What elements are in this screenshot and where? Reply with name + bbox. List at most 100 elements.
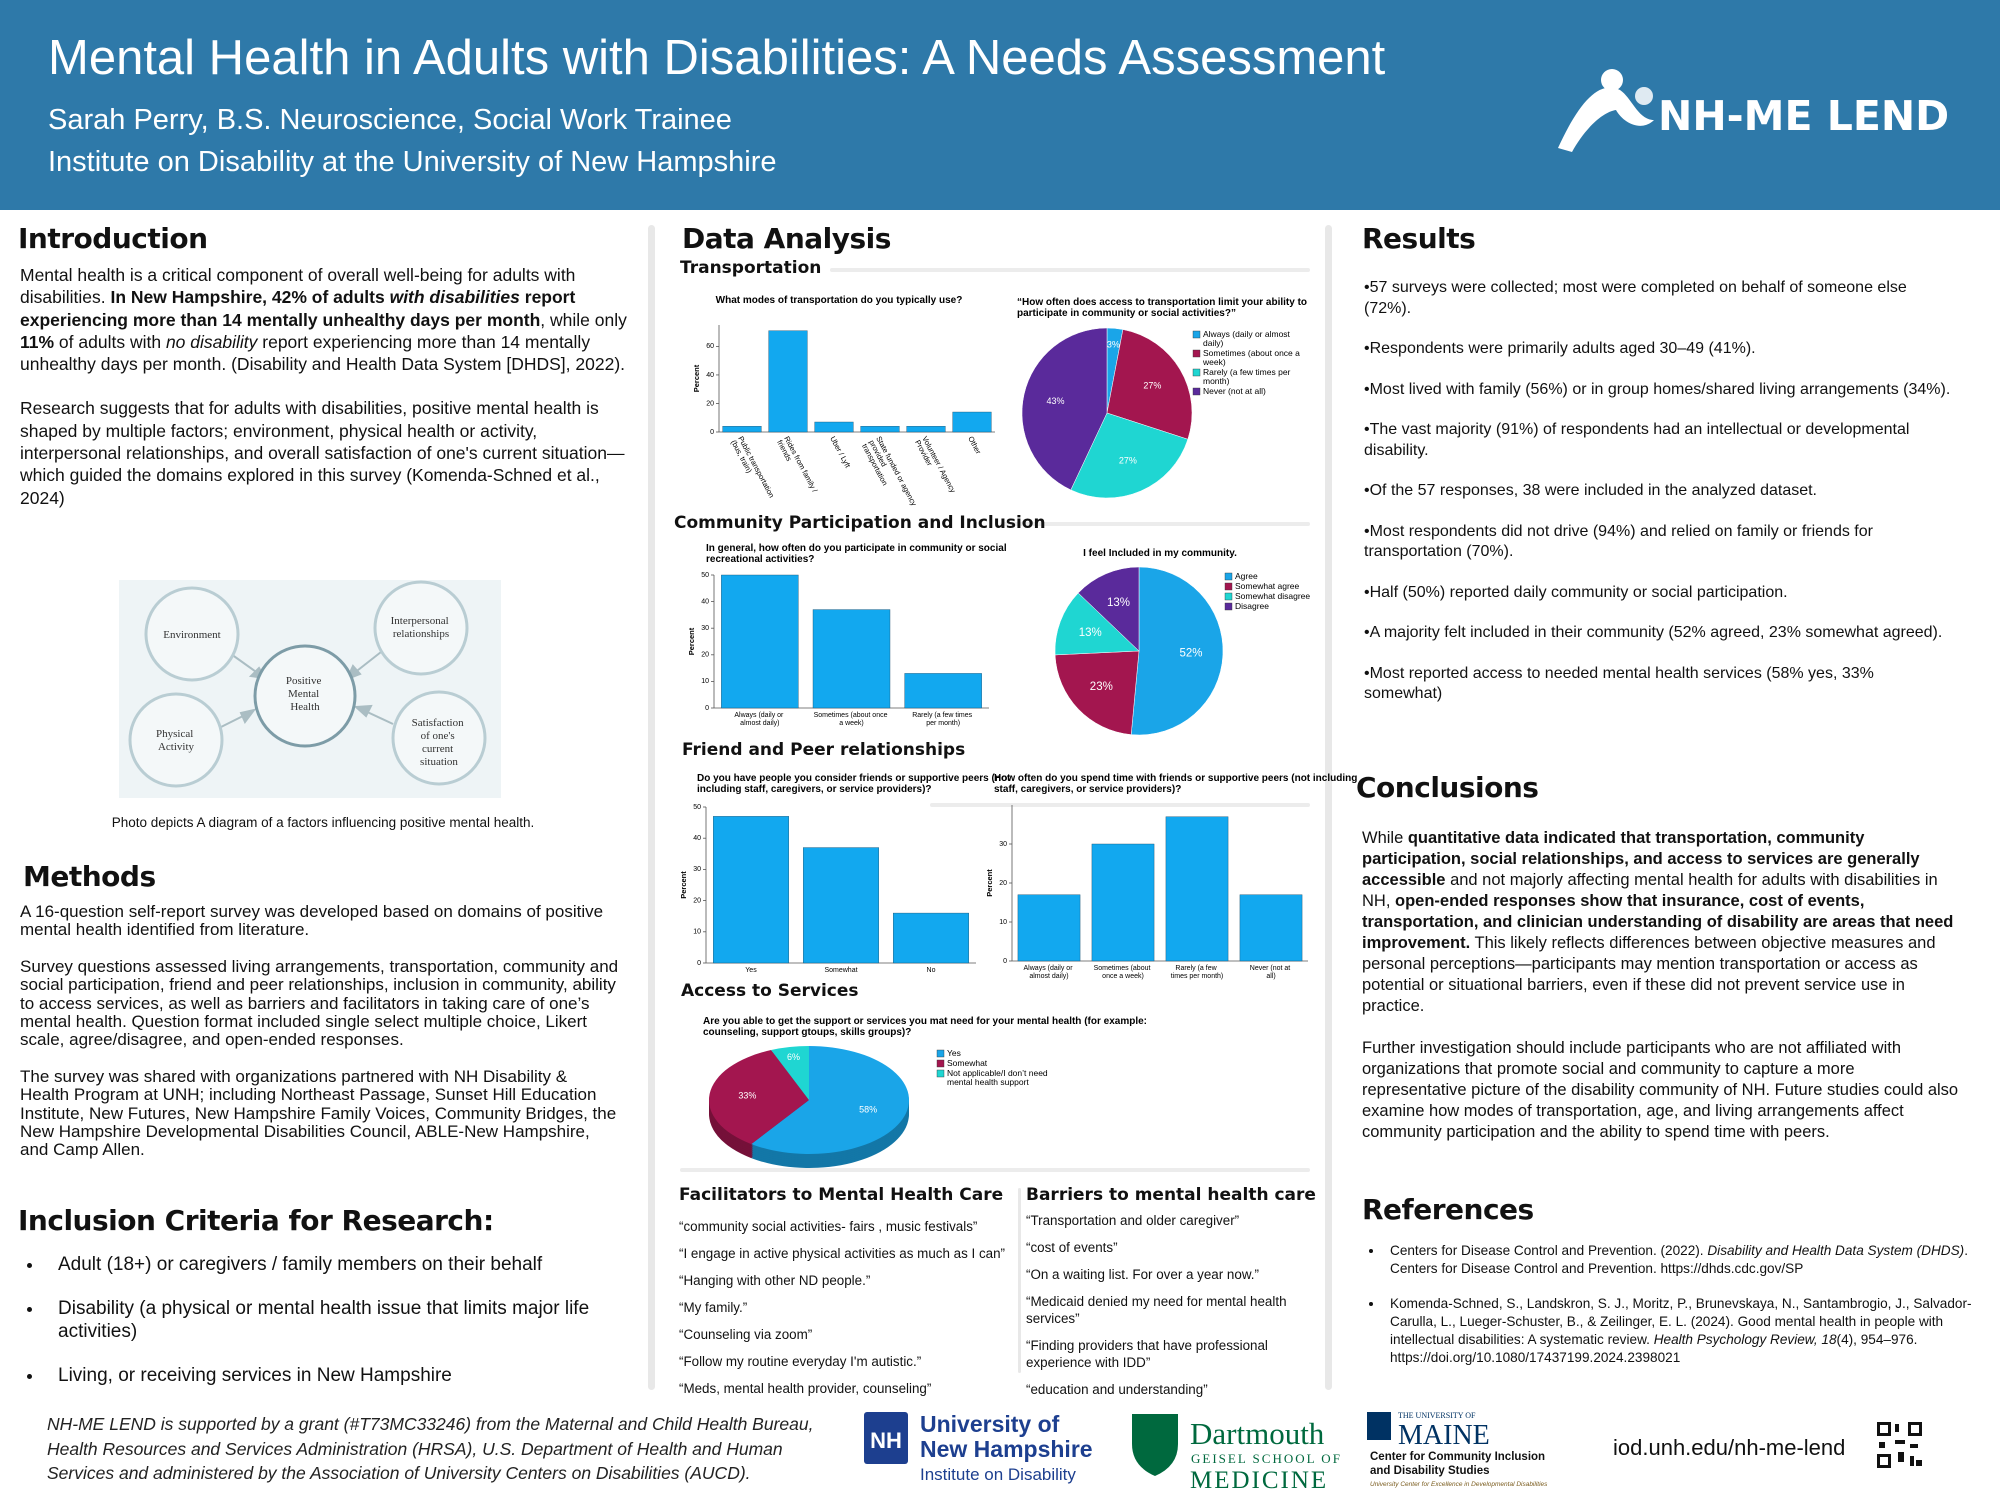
text: with disabilities — [389, 287, 520, 308]
qr-module — [1879, 1442, 1885, 1448]
chart-title: Are you able to get the support or servi… — [703, 1016, 1150, 1038]
pie-slice — [1130, 566, 1224, 736]
legend-swatch — [936, 1059, 945, 1068]
chart-title: “How often does access to transportation… — [1017, 297, 1310, 319]
text-line: Rarely (a few times per — [1203, 367, 1293, 377]
text-line: Health — [290, 701, 320, 713]
text: In New Hampshire, 42% of adults — [110, 287, 390, 308]
pie-slice — [1054, 650, 1140, 735]
legend-label: Yes — [947, 1048, 961, 1058]
text-line: all) — [1266, 973, 1275, 980]
text-line: Somewhat disagree — [1235, 591, 1310, 601]
y-axis-label: Percent — [687, 627, 696, 655]
quote: “Medicaid denied my need for mental heal… — [1026, 1294, 1287, 1326]
bar — [722, 426, 762, 433]
bar — [812, 609, 891, 709]
header-logo: NH-ME LEND — [1558, 69, 1949, 152]
quote: “I engage in active physical activities … — [679, 1246, 1005, 1261]
x-tick-label: Public transportation (bus, train) — [729, 435, 777, 505]
quote: “education and understanding” — [1026, 1382, 1208, 1397]
y-tick-label: 0 — [705, 705, 709, 712]
text-line: How often do you spend time with friends… — [994, 773, 1360, 784]
result-item: •A majority felt included in their commu… — [1364, 624, 1943, 641]
legend-swatch — [1224, 602, 1233, 611]
y-tick-label: 0 — [710, 429, 714, 436]
legend-label: Somewhat agree — [1235, 581, 1300, 591]
text-line: Sometimes (about — [1094, 965, 1153, 972]
text: 11% — [20, 331, 55, 352]
legend-label: Not applicable/I don’t need mental healt… — [947, 1068, 1050, 1087]
text-line: of one's — [421, 730, 458, 742]
paragraph: Survey questions assessed living arrange… — [20, 956, 619, 1050]
node-label: Positive Mental Health — [286, 675, 324, 713]
text: quantitative data indicated that transpo… — [1362, 829, 1920, 889]
unh-shield — [864, 1412, 908, 1464]
node-label: Interpersonal relationships — [391, 615, 452, 640]
text: report experiencing more than 14 mentall… — [20, 287, 576, 330]
chart: What modes of transportation do you typi… — [692, 295, 995, 509]
text-line: Satisfaction — [412, 717, 467, 729]
qr-module — [1916, 1460, 1922, 1466]
text-line: month) — [1203, 376, 1230, 386]
legend-label: Rarely (a few times per month) — [1203, 367, 1293, 386]
legend-swatch — [1192, 330, 1201, 339]
text: and not majorly affecting mental health … — [1362, 871, 1938, 910]
result-item: •57 surveys were collected; most were co… — [1364, 279, 1907, 317]
bar — [768, 330, 808, 433]
text: Disability and Health Data System (DHDS) — [1707, 1243, 1965, 1258]
legend-swatch — [1192, 387, 1201, 396]
text-line: Never (not at — [1250, 965, 1292, 972]
unh-name: University of — [920, 1411, 1060, 1437]
section-heading: Conclusions — [1356, 771, 1539, 804]
quote: “Meds, mental health provider, counselin… — [679, 1381, 932, 1396]
qr-module — [1910, 1456, 1914, 1466]
x-tick-label: No — [927, 967, 936, 974]
separator — [1000, 522, 1310, 526]
section-heading: Methods — [23, 860, 156, 893]
text: (4), 954–976. https://doi.org/10.1080/17… — [1390, 1332, 1918, 1365]
text-line: Somewhat agree — [1235, 581, 1300, 591]
paragraph: Further investigation should include par… — [1362, 1039, 1959, 1141]
methods-text: A 16-question self-report survey was dev… — [20, 902, 620, 1178]
text-line: situation — [420, 756, 458, 768]
text-line: Uber / Lyft — [828, 435, 852, 470]
section-heading: Introduction — [18, 222, 208, 255]
qr-finder — [1880, 1425, 1888, 1433]
unh-unit: Institute on Disability — [920, 1465, 1076, 1484]
quote: “community social activities- fairs , mu… — [679, 1219, 978, 1234]
qr-module — [1895, 1440, 1905, 1444]
node-label: Environment — [163, 629, 220, 641]
data-label: 58% — [859, 1105, 877, 1115]
qr-finder — [1880, 1457, 1888, 1465]
bar — [1165, 816, 1229, 962]
pie-slice — [709, 1050, 809, 1145]
legend-swatch — [1224, 572, 1233, 581]
text-line: current — [422, 743, 456, 755]
x-tick-label: Sometimes (about once a week) — [814, 712, 890, 727]
maine-emblem — [1367, 1412, 1391, 1440]
text-line: Public transportation — [736, 435, 777, 501]
subsection-heading: Community Participation and Inclusion — [674, 513, 1046, 533]
x-tick-label: Yes — [745, 967, 757, 974]
text: Komenda-Schned, S., Landskron, S. J., Mo… — [1390, 1296, 1972, 1347]
text: Centers for Disease Control and Preventi… — [1390, 1243, 1708, 1258]
bar — [906, 426, 946, 433]
text: Mental health is a critical component of… — [20, 265, 576, 308]
y-tick-label: 30 — [999, 841, 1007, 848]
quote: “Transportation and older caregiver” — [1026, 1213, 1240, 1228]
text: . Centers for Disease Control and Preven… — [1390, 1243, 1968, 1276]
nodes — [128, 580, 487, 788]
pie-slice — [751, 1046, 909, 1154]
text-line: recreational activities? — [706, 554, 814, 565]
text: While — [1362, 829, 1408, 847]
paragraph: The survey was shared with organizations… — [20, 1066, 617, 1160]
y-axis-label: Percent — [692, 364, 701, 392]
data-label: 13% — [1079, 627, 1102, 639]
criteria-item: Adult (18+) or caregivers / family membe… — [44, 1253, 644, 1276]
y-tick-label: 20 — [701, 652, 709, 659]
text-line: relationships — [393, 628, 449, 640]
chart: Are you able to get the support or servi… — [703, 1016, 1150, 1168]
subsection-heading: Transportation — [680, 258, 822, 278]
x-tick-label: Rides from family / friends — [775, 435, 820, 500]
text-line: Somewhat — [947, 1058, 988, 1068]
